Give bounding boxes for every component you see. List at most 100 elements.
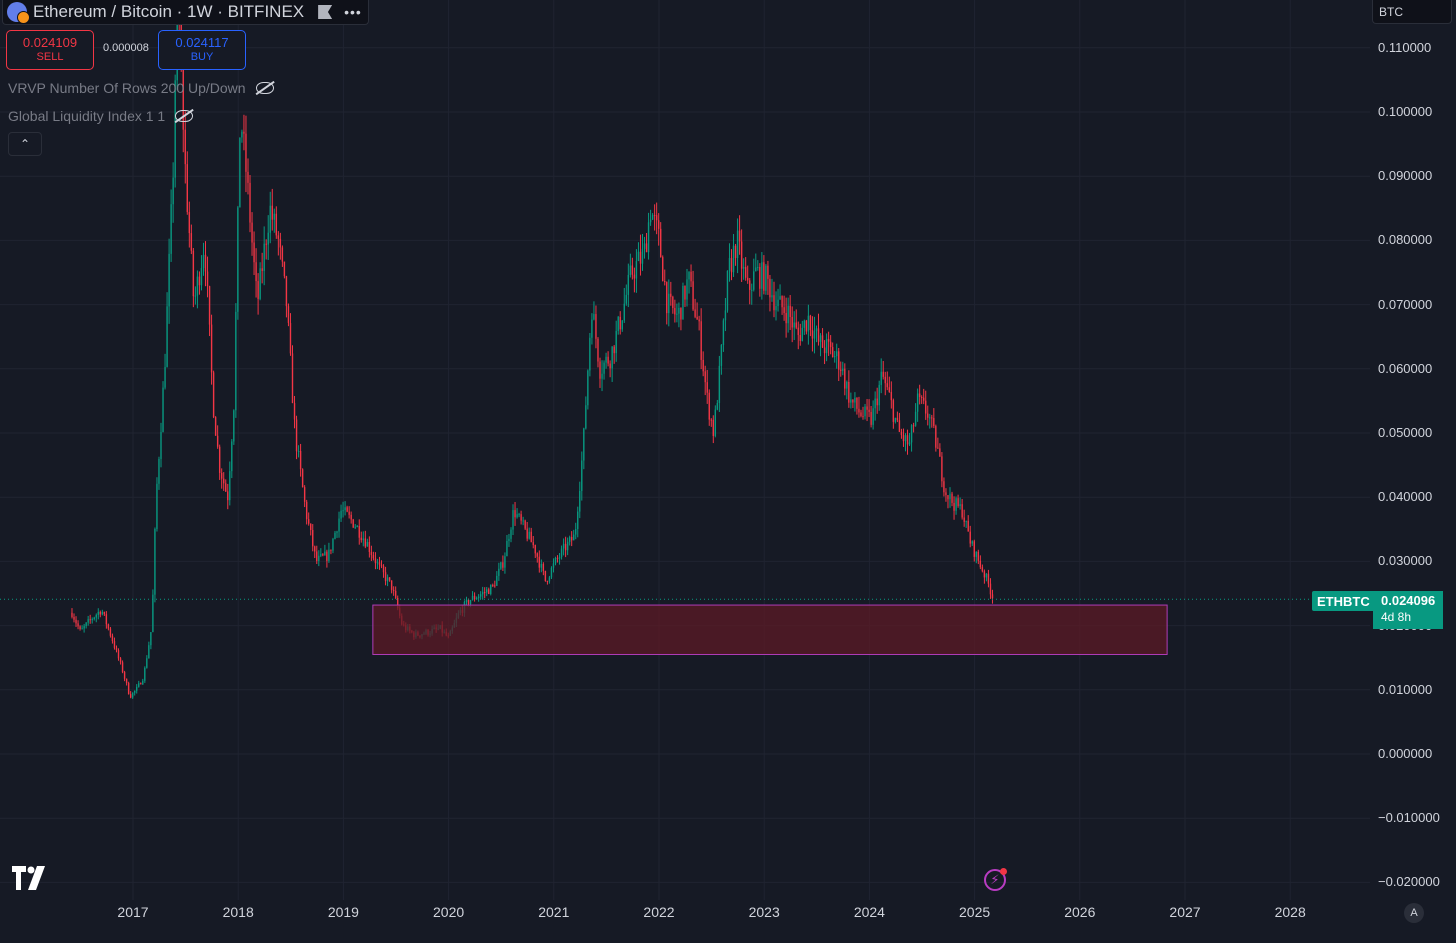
candle bbox=[564, 536, 567, 558]
candle bbox=[829, 335, 832, 355]
candle bbox=[344, 501, 346, 516]
candle bbox=[340, 504, 342, 522]
sell-price: 0.024109 bbox=[22, 35, 78, 50]
auto-scale-button[interactable]: A bbox=[1404, 903, 1424, 923]
candle bbox=[301, 468, 304, 488]
eye-hidden-icon[interactable] bbox=[175, 110, 194, 122]
candle bbox=[740, 229, 743, 282]
candle bbox=[633, 267, 636, 293]
candle bbox=[465, 596, 468, 606]
candle bbox=[538, 550, 541, 573]
candle bbox=[910, 424, 913, 452]
candle bbox=[631, 257, 634, 280]
candle bbox=[599, 357, 601, 388]
candle bbox=[884, 371, 886, 396]
candle bbox=[162, 381, 164, 433]
candle bbox=[522, 516, 524, 526]
candle bbox=[374, 552, 377, 570]
more-icon[interactable]: ••• bbox=[344, 4, 362, 20]
candle bbox=[716, 399, 719, 411]
candle bbox=[971, 540, 973, 546]
candle bbox=[291, 345, 294, 404]
candle bbox=[657, 213, 660, 246]
symbol-header[interactable]: Ethereum / Bitcoin · 1W · BITFINEX ••• bbox=[2, 0, 369, 25]
candle bbox=[556, 555, 559, 563]
candle bbox=[498, 562, 500, 581]
buy-label: BUY bbox=[190, 51, 214, 63]
candle bbox=[500, 561, 502, 570]
candle bbox=[316, 545, 318, 564]
candle bbox=[763, 255, 765, 295]
candle bbox=[591, 313, 593, 345]
candle bbox=[803, 319, 806, 335]
support-zone[interactable] bbox=[372, 604, 1168, 655]
candle bbox=[985, 573, 988, 582]
candle bbox=[819, 333, 822, 357]
candle bbox=[617, 315, 619, 335]
candle bbox=[358, 519, 360, 545]
candle bbox=[983, 569, 986, 584]
candle bbox=[552, 558, 555, 573]
indicator-label: VRVP Number Of Rows 200 Up/Down bbox=[8, 80, 246, 96]
candle bbox=[878, 380, 880, 411]
candle bbox=[902, 428, 905, 447]
candle bbox=[621, 319, 623, 332]
candle bbox=[198, 271, 201, 295]
candle bbox=[639, 234, 642, 276]
candle bbox=[194, 286, 197, 305]
currency-select[interactable]: BTC bbox=[1372, 0, 1452, 24]
candle bbox=[714, 405, 717, 438]
price-axis-label: 0.080000 bbox=[1378, 232, 1433, 248]
time-axis-label: 2019 bbox=[327, 904, 359, 920]
candle bbox=[914, 403, 917, 427]
candle bbox=[508, 533, 510, 547]
tradingview-logo-icon[interactable] bbox=[10, 862, 52, 894]
indicator-global-liquidity[interactable]: Global Liquidity Index 1 1 bbox=[8, 108, 194, 124]
candle bbox=[275, 206, 278, 239]
candle bbox=[386, 574, 389, 587]
flag-icon[interactable] bbox=[318, 5, 333, 19]
candle bbox=[378, 556, 381, 570]
candle bbox=[864, 403, 866, 420]
candle bbox=[696, 302, 698, 320]
collapse-indicators-button[interactable]: ⌃ bbox=[8, 132, 42, 156]
candle bbox=[390, 580, 393, 594]
candle bbox=[609, 360, 611, 378]
lightning-icon[interactable]: ⚡ bbox=[984, 868, 1007, 891]
candle bbox=[241, 129, 243, 143]
candle bbox=[935, 424, 937, 452]
candle bbox=[649, 209, 652, 226]
candle bbox=[481, 586, 484, 600]
candle bbox=[125, 678, 128, 686]
candle bbox=[192, 248, 195, 308]
candle bbox=[544, 570, 547, 582]
candle bbox=[530, 527, 532, 543]
buy-button[interactable]: 0.024117 BUY bbox=[158, 30, 246, 70]
eye-hidden-icon[interactable] bbox=[255, 82, 274, 94]
sell-button[interactable]: 0.024109 SELL bbox=[6, 30, 94, 70]
candle bbox=[129, 691, 132, 699]
candle bbox=[676, 303, 678, 323]
indicator-vrvp[interactable]: VRVP Number Of Rows 200 Up/Down bbox=[8, 80, 274, 96]
candle bbox=[653, 204, 656, 231]
candle bbox=[158, 456, 160, 490]
candle bbox=[659, 222, 662, 258]
candle bbox=[635, 249, 638, 293]
candle bbox=[312, 524, 314, 552]
candle bbox=[245, 115, 247, 193]
candle bbox=[827, 331, 830, 356]
time-axis-label: 2025 bbox=[959, 904, 991, 920]
candle bbox=[376, 558, 379, 570]
candle bbox=[920, 395, 923, 404]
candle bbox=[550, 566, 553, 580]
candle bbox=[520, 510, 522, 525]
symbol-title[interactable]: Ethereum / Bitcoin · 1W · BITFINEX bbox=[33, 2, 305, 21]
candle bbox=[257, 273, 259, 315]
candle bbox=[380, 560, 383, 569]
candle bbox=[546, 580, 549, 585]
candle bbox=[951, 491, 953, 507]
candle bbox=[350, 511, 352, 524]
candle bbox=[987, 569, 990, 588]
candle bbox=[330, 549, 332, 555]
